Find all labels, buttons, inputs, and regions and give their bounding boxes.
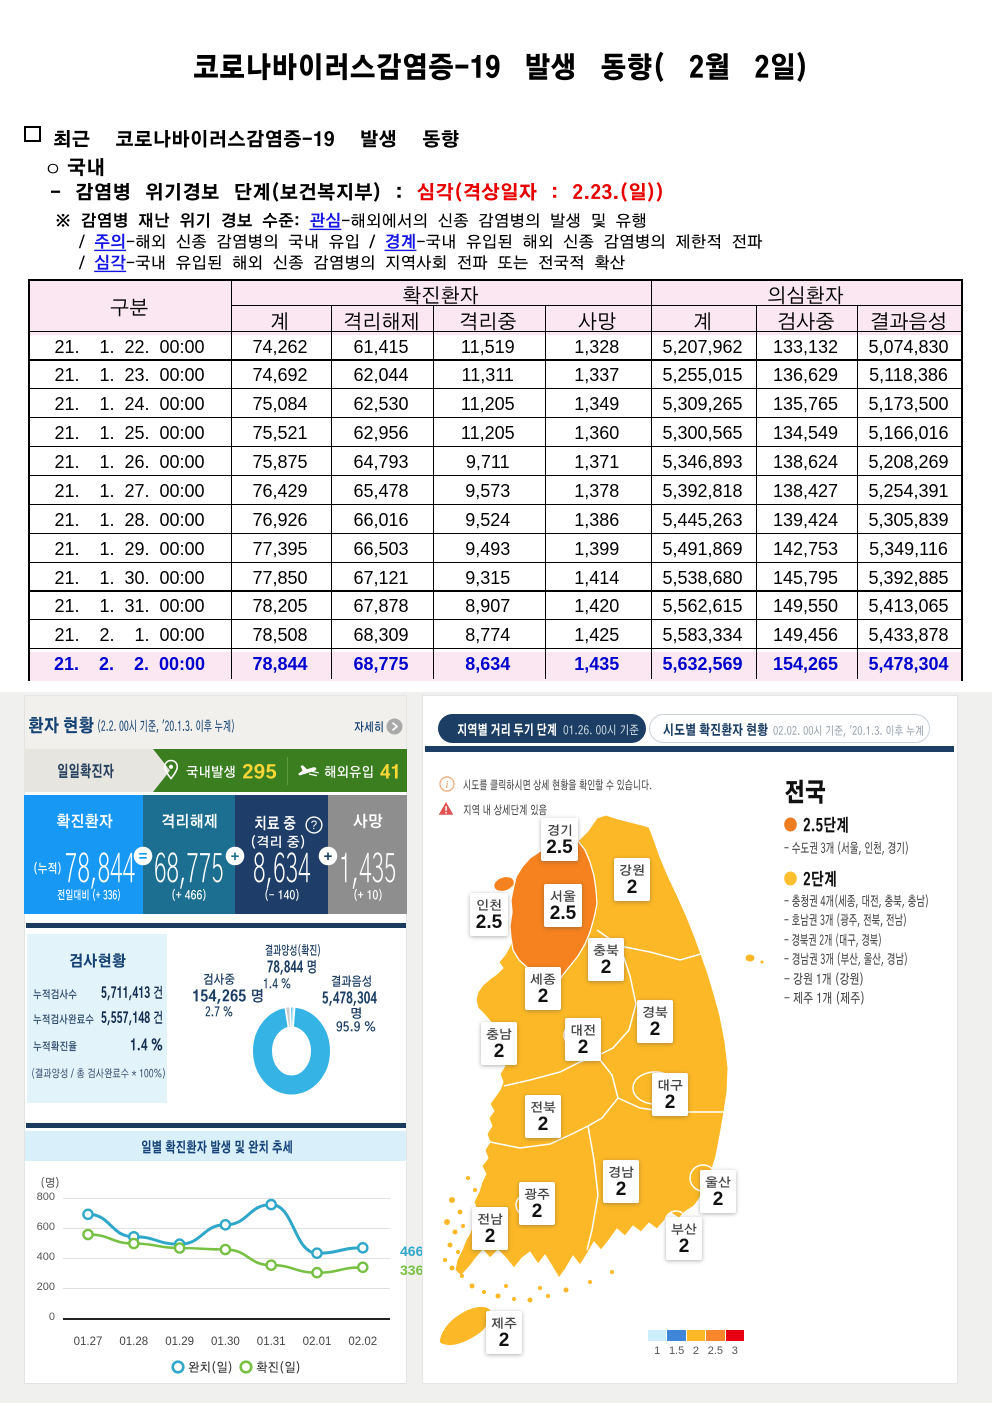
- svg-text:=: =: [139, 848, 148, 865]
- svg-text:i: i: [446, 780, 449, 791]
- svg-text:+: +: [324, 848, 333, 865]
- svg-text:+: +: [231, 848, 240, 865]
- svg-text:?: ?: [311, 820, 317, 832]
